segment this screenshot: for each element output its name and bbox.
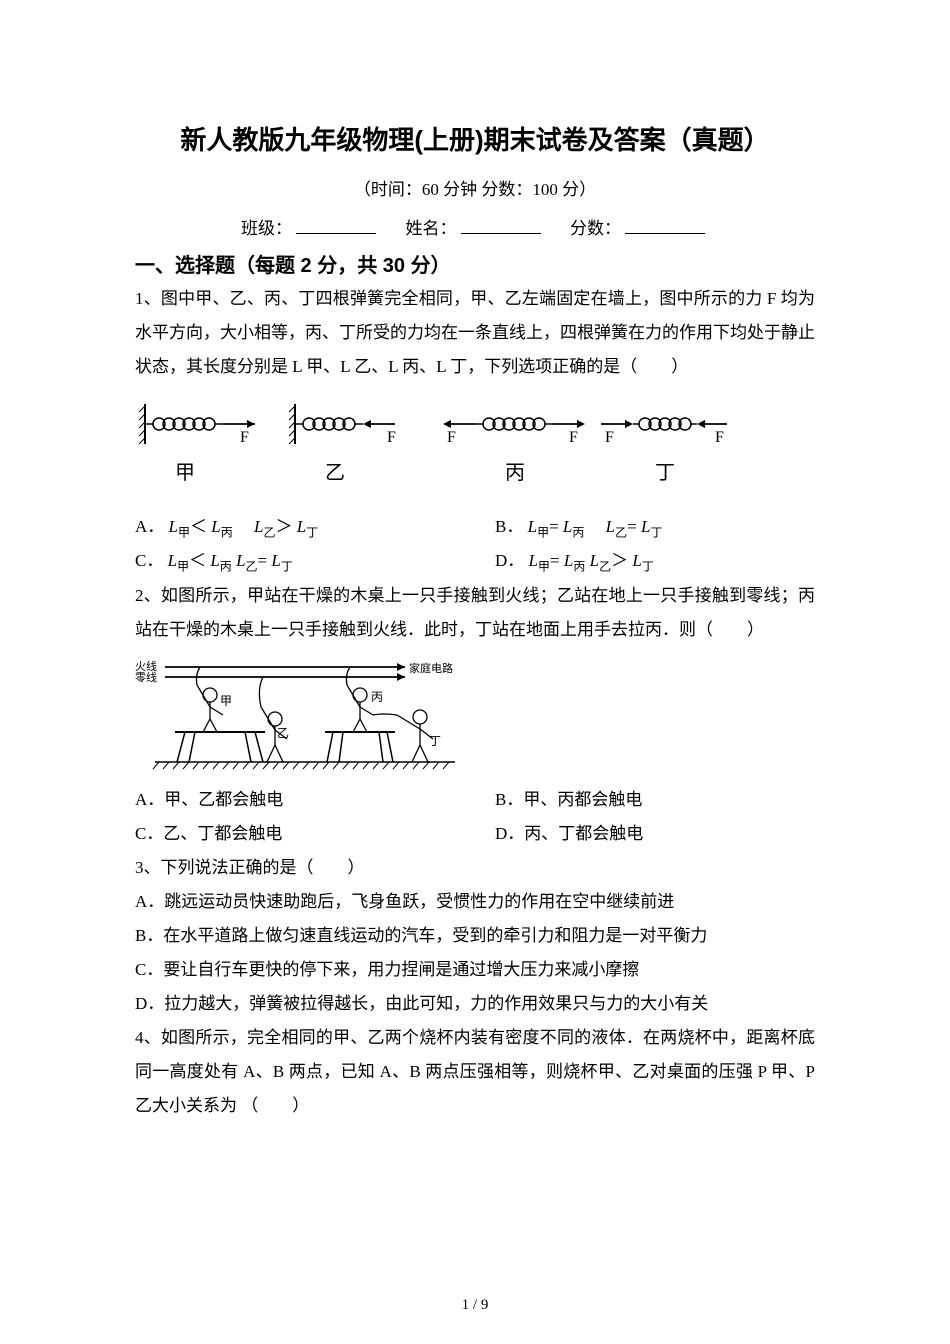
q2-stem: 2、如图所示，甲站在干燥的木桌上一只手接触到火线；乙站在地上一只手接触到零线；丙… <box>135 579 815 647</box>
q1-choice-B: B． L甲= L丙 L乙= L丁 <box>495 517 662 536</box>
score-label: 分数： <box>570 219 621 238</box>
q2-home-label: 家庭电路 <box>409 661 453 675</box>
q3-choice-B: B．在水平道路上做匀速直线运动的汽车，受到的牵引力和阻力是一对平衡力 <box>135 919 815 953</box>
q1-figure: F 甲 F 乙 <box>135 394 815 504</box>
q1-choice-D: D． L甲= L丙 L乙＞ L丁 <box>495 551 654 570</box>
name-blank[interactable] <box>461 215 541 234</box>
q3-stem: 3、下列说法正确的是（ ） <box>135 851 815 885</box>
q4-stem: 4、如图所示，完全相同的甲、乙两个烧杯内装有密度不同的液体．在两烧杯中，距离杯底… <box>135 1021 815 1123</box>
q2-neutral-label: 零线 <box>135 670 157 684</box>
q2-label-yi: 乙 <box>277 726 289 740</box>
class-label: 班级： <box>241 219 292 238</box>
q2-label-ding: 丁 <box>429 734 441 748</box>
q2-label-bing: 丙 <box>371 690 383 704</box>
q1-stem: 1、图中甲、乙、丙、丁四根弹簧完全相同，甲、乙左端固定在墙上，图中所示的力 F … <box>135 282 815 384</box>
q2-label-jia: 甲 <box>220 694 232 708</box>
score-blank[interactable] <box>625 215 705 234</box>
svg-text:F: F <box>240 429 249 446</box>
q1-choices-row2: C． L甲＜ L丙 L乙= L丁 D． L甲= L丙 L乙＞ L丁 <box>135 544 815 578</box>
exam-meta: （时间：60 分钟 分数：100 分） <box>135 175 815 200</box>
svg-text:F: F <box>569 429 578 446</box>
name-label: 姓名： <box>406 219 457 238</box>
q2-choice-B: B．甲、丙都会触电 <box>495 790 642 809</box>
svg-text:F: F <box>715 429 724 446</box>
q1-choice-C: C． L甲＜ L丙 L乙= L丁 <box>135 551 293 570</box>
q2-live-label: 火线 <box>135 659 157 673</box>
page-title: 新人教版九年级物理(上册)期末试卷及答案（真题） <box>135 120 815 157</box>
q3-choice-C: C．要让自行车更快的停下来，用力捏闸是通过增大压力来减小摩擦 <box>135 953 815 987</box>
page-number: 1 / 9 <box>0 1297 950 1314</box>
q2-choice-D: D．丙、丁都会触电 <box>495 824 643 843</box>
student-info-line: 班级： 姓名： 分数： <box>135 214 815 239</box>
q2-figure: 火线 零线 家庭电路 <box>135 657 815 777</box>
q2-choices-row2: C．乙、丁都会触电 D．丙、丁都会触电 <box>135 817 815 851</box>
svg-text:F: F <box>387 429 396 446</box>
q1-label-bing: 丙 <box>505 462 525 484</box>
q1-choices-row1: A． L甲＜ L丙 L乙＞ L丁 B． L甲= L丙 L乙= L丁 <box>135 510 815 544</box>
q2-choice-C: C．乙、丁都会触电 <box>135 824 282 843</box>
class-blank[interactable] <box>296 215 376 234</box>
q2-choice-A: A．甲、乙都会触电 <box>135 790 283 809</box>
q3-choice-A: A．跳远运动员快速助跑后，飞身鱼跃，受惯性力的作用在空中继续前进 <box>135 885 815 919</box>
svg-text:F: F <box>447 429 456 446</box>
q1-label-ding: 丁 <box>655 462 675 484</box>
q1-choice-A: A． L甲＜ L丙 L乙＞ L丁 <box>135 517 318 536</box>
section-1-title: 一、选择题（每题 2 分，共 30 分） <box>135 249 815 278</box>
q2-choices-row1: A．甲、乙都会触电 B．甲、丙都会触电 <box>135 783 815 817</box>
q1-label-yi: 乙 <box>325 462 345 484</box>
q1-label-jia: 甲 <box>175 462 195 484</box>
svg-text:F: F <box>605 429 614 446</box>
q3-choice-D: D．拉力越大，弹簧被拉得越长，由此可知，力的作用效果只与力的大小有关 <box>135 987 815 1021</box>
